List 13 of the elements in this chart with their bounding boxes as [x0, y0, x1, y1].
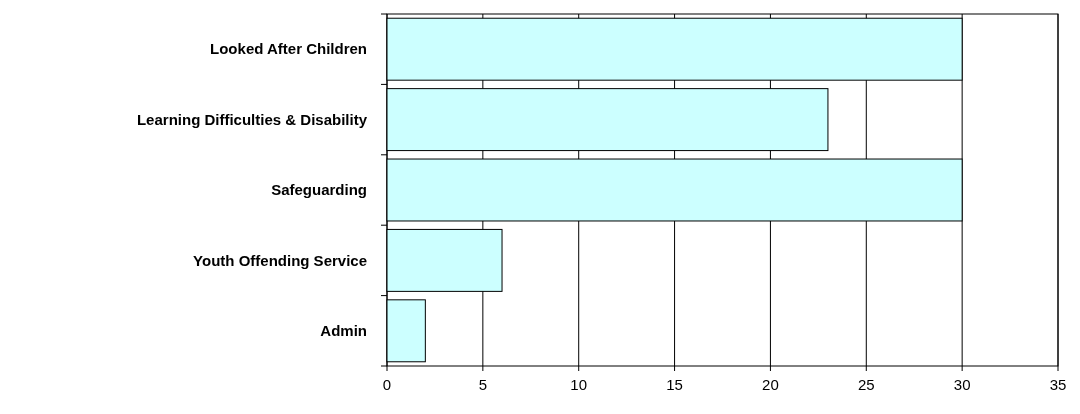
- x-tick-label: 30: [953, 376, 971, 393]
- x-tick-label: 5: [478, 376, 488, 393]
- x-tick-label: 20: [762, 376, 779, 393]
- y-tick-label: Youth Offending Service: [193, 251, 367, 269]
- x-tick-label: 25: [857, 376, 875, 393]
- y-tick-label: Looked After Children: [210, 40, 367, 58]
- x-tick-label: 35: [1049, 376, 1067, 393]
- x-tick-label: 15: [666, 376, 683, 393]
- y-tick-label: Safeguarding: [271, 181, 367, 199]
- x-tick-label: 0: [382, 376, 392, 393]
- y-tick-label: Admin: [320, 322, 367, 340]
- y-tick-label: Learning Difficulties & Disability: [136, 110, 368, 128]
- x-tick-label: 10: [570, 376, 588, 393]
